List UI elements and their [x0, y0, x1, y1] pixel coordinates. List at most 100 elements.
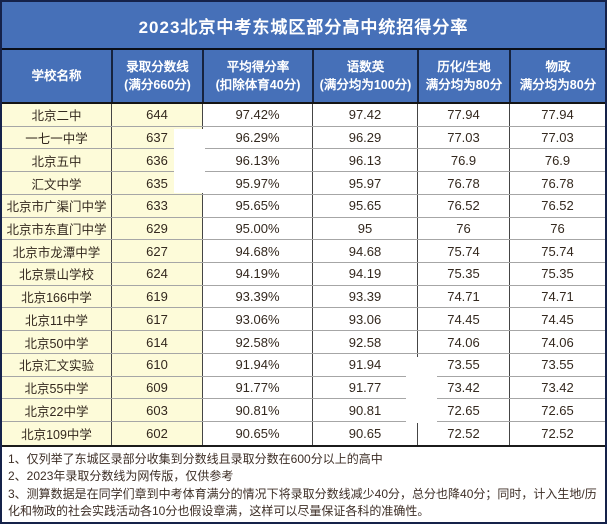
cme-score-cell: 97.42 [312, 104, 417, 126]
phys-pol-score-cell: 76.9 [509, 149, 605, 172]
white-patch-overlay [174, 129, 205, 193]
avg-rate-cell: 90.81% [202, 399, 312, 422]
footnote-1: 1、仅列举了东城区录部分收集到分数线且录取分数在600分以上的高中 [8, 451, 383, 466]
phys-pol-score-cell: 76 [509, 217, 605, 240]
table-row: 一七一中学 637 96.29% 96.29 77.03 77.03 [2, 126, 605, 150]
table-row: 北京166中学 619 93.39% 93.39 74.71 74.71 [2, 285, 605, 309]
column-header-school: 学校名称 [31, 68, 82, 83]
hist-bio-score-cell: 76.78 [417, 172, 509, 194]
school-name-cell: 北京166中学 [2, 285, 111, 308]
table-row: 北京景山学校 624 94.19% 94.19 75.35 75.35 [2, 263, 605, 286]
cme-score-cell: 90.65 [312, 422, 417, 445]
table-body: 北京二中 644 97.42% 97.42 77.94 77.94 一七一中学 … [2, 104, 605, 445]
hist-bio-score-cell: 74.06 [417, 331, 509, 353]
hist-bio-score-cell: 75.35 [417, 263, 509, 285]
cme-score-cell: 90.81 [312, 399, 417, 422]
phys-pol-score-cell: 73.42 [509, 376, 605, 399]
hist-bio-score-cell: 75.74 [417, 240, 509, 263]
cme-score-cell: 95 [312, 217, 417, 240]
table-row: 北京11中学 617 93.06% 93.06 74.45 74.45 [2, 308, 605, 332]
school-name-cell: 北京市东直门中学 [2, 217, 111, 240]
table-row: 北京市广渠门中学 633 95.65% 95.65 76.52 76.52 [2, 194, 605, 218]
page-title: 2023北京中考东城区部分高中统招得分率 [138, 17, 469, 37]
table-row: 北京汇文实验 610 91.94% 91.94 73.55 73.55 [2, 353, 605, 377]
table-row: 北京55中学 609 91.77% 91.77 73.42 73.42 [2, 376, 605, 400]
avg-rate-cell: 92.58% [202, 331, 312, 353]
hist-bio-score-cell: 74.71 [417, 285, 509, 308]
cutoff-score-cell: 614 [111, 331, 202, 353]
cutoff-score-cell: 610 [111, 353, 202, 376]
avg-rate-cell: 93.06% [202, 308, 312, 331]
hist-bio-score-cell: 76 [417, 217, 509, 240]
school-name-cell: 汇文中学 [2, 172, 111, 194]
phys-pol-score-cell: 76.78 [509, 172, 605, 194]
table-row: 北京五中 636 96.13% 96.13 76.9 76.9 [2, 149, 605, 173]
table-row: 北京109中学 602 90.65% 90.65 72.52 72.52 [2, 422, 605, 445]
phys-pol-score-cell: 73.55 [509, 353, 605, 376]
school-name-cell: 北京市广渠门中学 [2, 194, 111, 217]
cutoff-score-cell: 603 [111, 399, 202, 422]
phys-pol-score-cell: 72.52 [509, 422, 605, 445]
cme-score-cell: 91.94 [312, 353, 417, 376]
title-divider [2, 48, 605, 50]
avg-rate-cell: 91.77% [202, 376, 312, 399]
avg-rate-cell: 90.65% [202, 422, 312, 445]
table-header-row: 学校名称 录取分数线 (满分660分) 平均得分率 (扣除体育40分) 语数英 … [2, 50, 605, 104]
school-name-cell: 一七一中学 [2, 126, 111, 149]
phys-pol-score-cell: 74.71 [509, 285, 605, 308]
cme-score-cell: 95.97 [312, 172, 417, 194]
column-header-hist-bio: 历化/生地 满分均为80分 [417, 50, 509, 102]
cme-score-cell: 95.65 [312, 194, 417, 217]
phys-pol-score-cell: 77.94 [509, 104, 605, 126]
table-row: 北京市东直门中学 629 95.00% 95 76 76 [2, 217, 605, 241]
cutoff-score-cell: 609 [111, 376, 202, 399]
phys-pol-score-cell: 74.45 [509, 308, 605, 331]
avg-rate-cell: 93.39% [202, 285, 312, 308]
table-row: 北京市龙潭中学 627 94.68% 94.68 75.74 75.74 [2, 240, 605, 264]
hist-bio-score-cell: 74.45 [417, 308, 509, 331]
cme-score-cell: 94.68 [312, 240, 417, 263]
cutoff-score-cell: 617 [111, 308, 202, 331]
column-header-cme: 语数英 (满分均为100分) [312, 50, 417, 102]
cutoff-score-cell: 624 [111, 263, 202, 285]
avg-rate-cell: 95.65% [202, 194, 312, 217]
cme-score-cell: 93.39 [312, 285, 417, 308]
cutoff-score-cell: 627 [111, 240, 202, 263]
cutoff-score-cell: 629 [111, 217, 202, 240]
hist-bio-score-cell: 76.52 [417, 194, 509, 217]
avg-rate-cell: 91.94% [202, 353, 312, 376]
school-name-cell: 北京二中 [2, 104, 111, 126]
column-header-phys-pol: 物政 满分均为80分 [509, 50, 605, 102]
school-name-cell: 北京市龙潭中学 [2, 240, 111, 263]
cutoff-score-cell: 602 [111, 422, 202, 445]
cme-score-cell: 94.19 [312, 263, 417, 285]
cme-score-cell: 96.29 [312, 126, 417, 149]
hist-bio-score-cell: 72.52 [417, 422, 509, 445]
cme-score-cell: 92.58 [312, 331, 417, 353]
cutoff-score-cell: 644 [111, 104, 202, 126]
footnote-3: 3、测算数据是在同学们章到中考体育满分的情况下将录取分数线减少40分，总分也降4… [8, 486, 597, 519]
white-patch-overlay [406, 357, 437, 423]
cme-score-cell: 93.06 [312, 308, 417, 331]
footnotes: 1、仅列举了东城区录部分收集到分数线且录取分数在600分以上的高中 2、2023… [2, 444, 605, 521]
hist-bio-score-cell: 77.03 [417, 126, 509, 149]
school-name-cell: 北京景山学校 [2, 263, 111, 285]
table-row: 北京二中 644 97.42% 97.42 77.94 77.94 [2, 104, 605, 127]
phys-pol-score-cell: 75.35 [509, 263, 605, 285]
avg-rate-cell: 97.42% [202, 104, 312, 126]
title-bar: 2023北京中考东城区部分高中统招得分率 [2, 2, 605, 48]
phys-pol-score-cell: 72.65 [509, 399, 605, 422]
avg-rate-cell: 96.29% [202, 126, 312, 149]
avg-rate-cell: 94.19% [202, 263, 312, 285]
phys-pol-score-cell: 74.06 [509, 331, 605, 353]
cme-score-cell: 96.13 [312, 149, 417, 172]
column-header-cutoff: 录取分数线 (满分660分) [111, 50, 202, 102]
cme-score-cell: 91.77 [312, 376, 417, 399]
school-name-cell: 北京109中学 [2, 422, 111, 445]
cutoff-score-cell: 619 [111, 285, 202, 308]
column-header-avg-rate: 平均得分率 (扣除体育40分) [202, 50, 312, 102]
school-name-cell: 北京11中学 [2, 308, 111, 331]
school-name-cell: 北京50中学 [2, 331, 111, 353]
school-name-cell: 北京22中学 [2, 399, 111, 422]
